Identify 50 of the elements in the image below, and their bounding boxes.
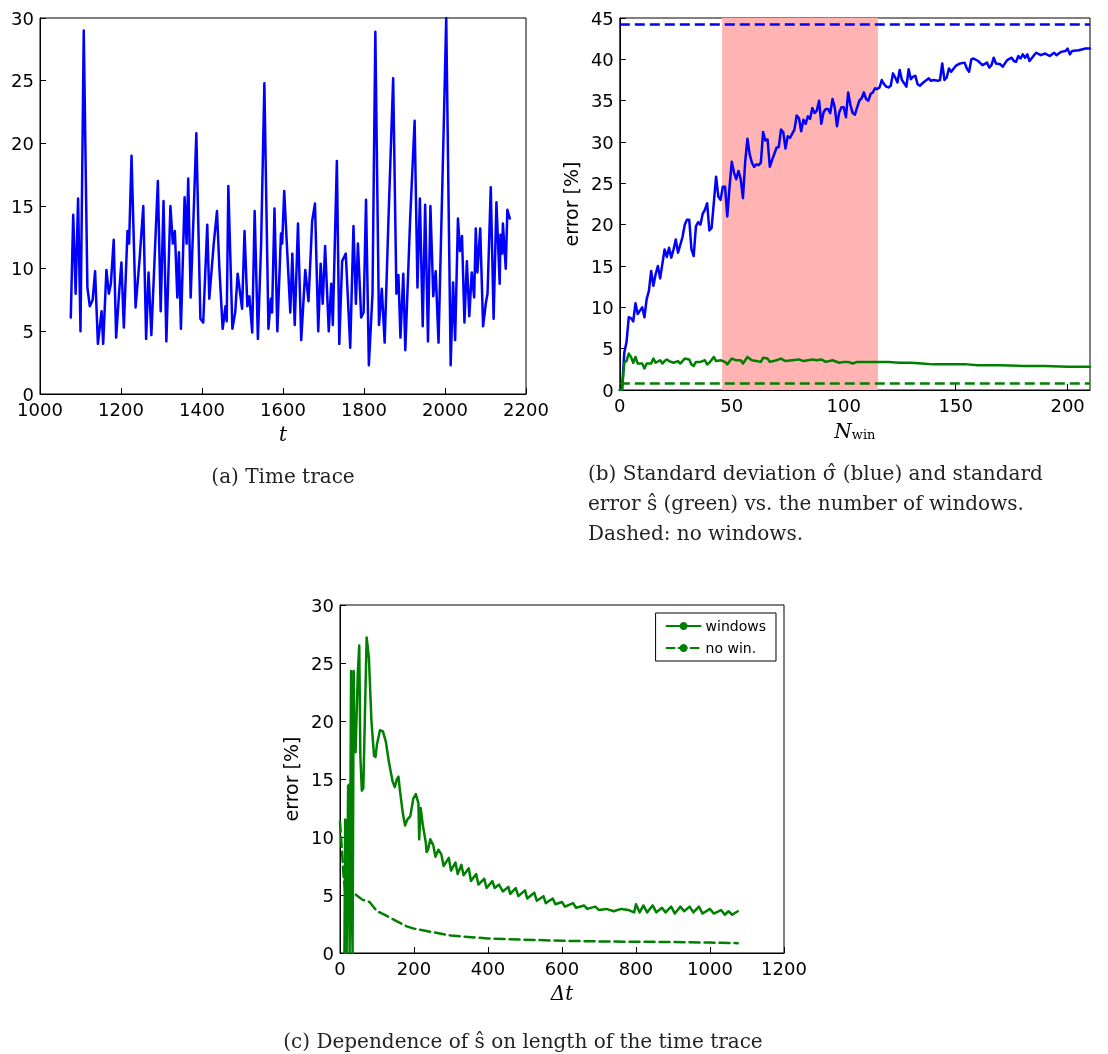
text: (a) Time trace — [211, 464, 355, 488]
x-tick-label: 1600 — [260, 398, 306, 420]
y-tick-label: 30 — [311, 594, 334, 616]
y-tick-label: 10 — [590, 296, 614, 318]
y-tick-label: 40 — [590, 48, 614, 70]
x-tick-label: 200 — [396, 957, 432, 979]
y-tick-label: 15 — [11, 195, 34, 217]
y-tick-label: 15 — [590, 255, 614, 277]
x-tick-label: 800 — [618, 957, 654, 979]
y-tick-label: 0 — [322, 942, 334, 964]
y-tick-label: 35 — [590, 90, 614, 112]
y-tick-label: 30 — [590, 131, 614, 153]
legend-label: no win. — [705, 640, 757, 656]
y-tick-label: 25 — [311, 652, 334, 674]
x-tick-label: 2200 — [503, 398, 549, 420]
x-axis-title: t — [278, 422, 288, 446]
x-tick-label: 1200 — [761, 957, 807, 979]
x-tick-label: 50 — [720, 394, 744, 416]
y-tick-label: 30 — [11, 7, 34, 29]
x-tick-label: 400 — [470, 957, 506, 979]
y-tick-label: 5 — [602, 338, 614, 360]
line-series — [69, 16, 512, 367]
y-axis-title: error [%] — [279, 736, 302, 822]
y-tick-label: 15 — [311, 768, 334, 790]
y-tick-label: 5 — [322, 884, 334, 906]
y-tick-label: 5 — [22, 320, 34, 342]
y-tick-label: 45 — [590, 7, 614, 29]
y-tick-label: 20 — [311, 710, 334, 732]
y-tick-label: 25 — [590, 172, 614, 194]
y-tick-label: 20 — [590, 214, 614, 236]
y-tick-label: 10 — [11, 258, 34, 280]
x-tick-label: 200 — [1050, 394, 1085, 416]
x-tick-label: 1000 — [687, 957, 733, 979]
text: (b) Standard deviation σ̂ (blue) and standard error ŝ (green) vs. the number of windows. Dashed: no windows. — [588, 461, 1050, 545]
y-tick-label: 0 — [602, 379, 614, 401]
y-tick-label: 25 — [11, 70, 34, 92]
y-axis-title: error [%] — [559, 161, 582, 247]
y-tick-label: 20 — [11, 132, 34, 154]
x-tick-label: 1200 — [98, 398, 144, 420]
text: (c) Dependence of ŝ on length of the time trace — [283, 1029, 763, 1053]
x-tick-label: 1800 — [341, 398, 387, 420]
x-tick-label: 600 — [544, 957, 580, 979]
x-tick-label: 150 — [938, 394, 973, 416]
y-tick-label: 10 — [311, 826, 334, 848]
x-axis-title: Nwin — [833, 418, 877, 443]
x-tick-label: 2000 — [422, 398, 468, 420]
legend-label: windows — [705, 618, 767, 634]
x-tick-label: 1400 — [179, 398, 225, 420]
x-axis-title: Δt — [549, 981, 575, 1005]
x-tick-label: 100 — [826, 394, 861, 416]
